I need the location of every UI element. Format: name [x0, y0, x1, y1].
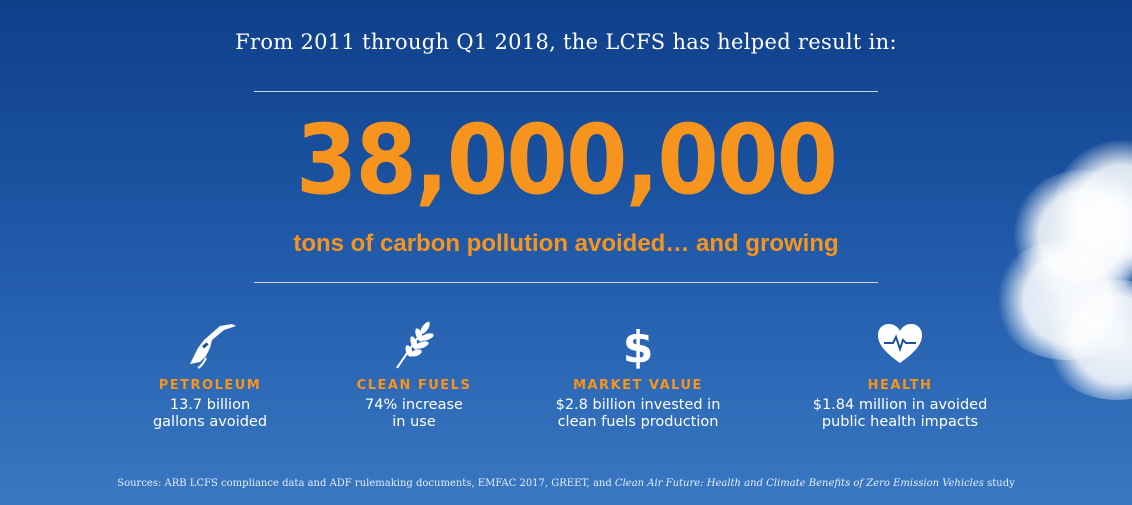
hero-number: 38,000,000 [295, 104, 838, 216]
stat-label: HEALTH [867, 378, 933, 393]
fuel-nozzle-icon [100, 316, 320, 372]
sources-prefix: Sources: ARB LCFS compliance data and AD… [117, 478, 615, 489]
bottom-divider [254, 282, 878, 283]
stat-desc: $2.8 billion invested in clean fuels pro… [555, 397, 721, 430]
dollar-sign-icon: $ [528, 316, 748, 372]
stat-petroleum: PETROLEUM 13.7 billion gallons avoided [100, 316, 320, 431]
sources-suffix: study [983, 478, 1015, 489]
wheat-icon [304, 316, 524, 372]
stats-row: PETROLEUM 13.7 billion gallons avoided C… [100, 316, 1030, 446]
heart-pulse-icon [790, 316, 1010, 372]
stat-clean-fuels: CLEAN FUELS 74% increase in use [304, 316, 524, 431]
sources-study-title: Clean Air Future: Health and Climate Ben… [614, 478, 984, 489]
stat-label: CLEAN FUELS [356, 378, 472, 393]
headline: From 2011 through Q1 2018, the LCFS has … [235, 30, 897, 54]
sources-note: Sources: ARB LCFS compliance data and AD… [0, 478, 1132, 489]
stat-health: HEALTH $1.84 million in avoided public h… [790, 316, 1010, 431]
stat-market-value: $ MARKET VALUE $2.8 billion invested in … [528, 316, 748, 431]
stat-desc: 74% increase in use [365, 397, 463, 430]
stat-desc: 13.7 billion gallons avoided [152, 397, 268, 430]
stat-label: MARKET VALUE [573, 378, 703, 393]
svg-text:$: $ [623, 322, 654, 370]
stat-desc: $1.84 million in avoided public health i… [812, 397, 988, 430]
hero-caption: tons of carbon pollution avoided… and gr… [293, 230, 839, 257]
stat-label: PETROLEUM [158, 378, 262, 393]
top-divider [254, 91, 878, 92]
